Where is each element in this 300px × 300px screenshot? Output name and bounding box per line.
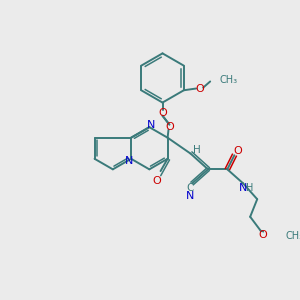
Text: N: N bbox=[147, 120, 155, 130]
Text: C: C bbox=[187, 183, 194, 193]
Text: O: O bbox=[233, 146, 242, 156]
Text: O: O bbox=[153, 176, 161, 186]
Text: N: N bbox=[186, 191, 195, 201]
Text: O: O bbox=[158, 108, 167, 118]
Text: CH₃: CH₃ bbox=[285, 231, 300, 241]
Text: N: N bbox=[239, 183, 247, 193]
Text: H: H bbox=[247, 183, 254, 193]
Text: CH₃: CH₃ bbox=[220, 75, 238, 85]
Text: H: H bbox=[193, 145, 200, 155]
Text: O: O bbox=[258, 230, 267, 240]
Text: N: N bbox=[125, 155, 134, 166]
Text: O: O bbox=[165, 122, 174, 132]
Text: O: O bbox=[195, 83, 204, 94]
